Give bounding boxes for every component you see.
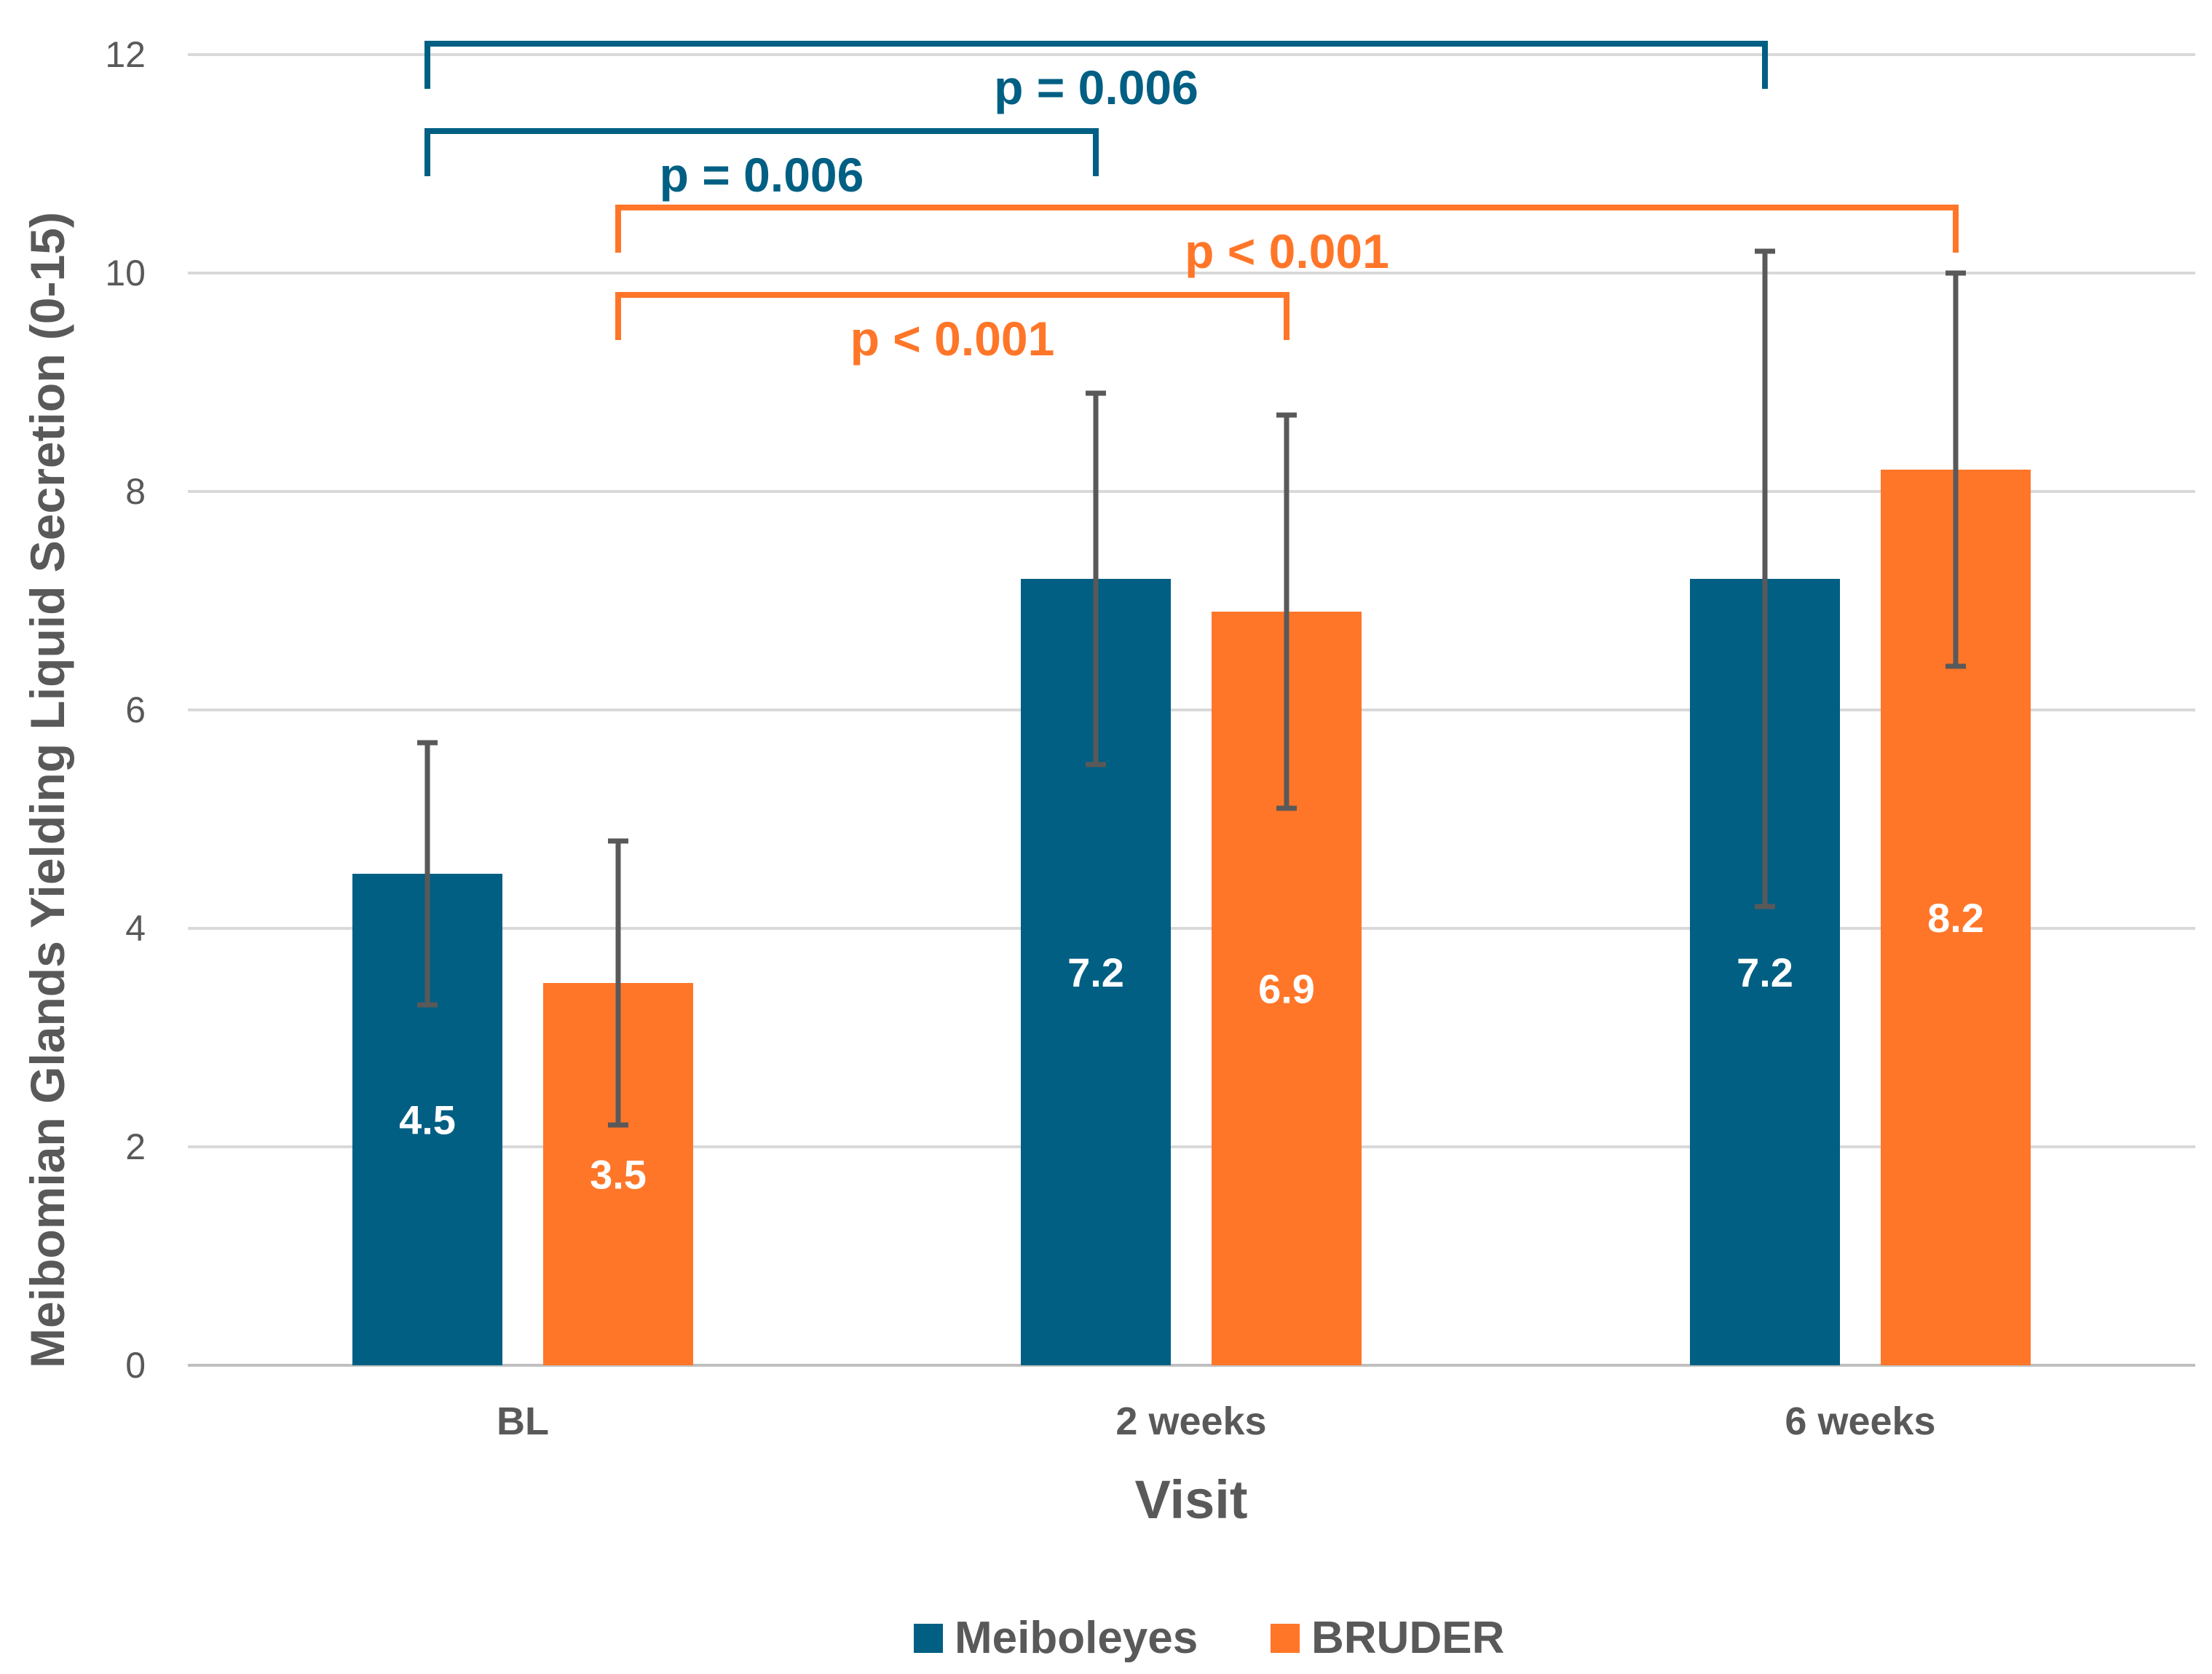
y-tick-label: 6 — [125, 690, 146, 730]
data-label: 7.2 — [1737, 949, 1793, 995]
data-label: 7.2 — [1067, 949, 1124, 995]
x-tick-label: 2 weeks — [1115, 1399, 1266, 1443]
significance-brackets: p = 0.006 p = 0.006 p < 0.001 p < 0.001 — [424, 41, 1959, 366]
legend-label: BRUDER — [1311, 1613, 1504, 1663]
p-value-label: p = 0.006 — [660, 148, 864, 202]
bars — [352, 470, 2031, 1365]
p-value-label: p < 0.001 — [850, 312, 1055, 366]
y-tick-label: 0 — [125, 1345, 146, 1386]
y-axis-ticks: 0 2 4 6 8 10 12 — [105, 34, 146, 1386]
data-label: 3.5 — [590, 1152, 647, 1198]
data-label: 6.9 — [1258, 966, 1315, 1012]
y-tick-label: 12 — [105, 34, 146, 75]
legend-swatch — [914, 1624, 943, 1653]
data-label: 4.5 — [399, 1097, 456, 1143]
p-value-label: p = 0.006 — [994, 60, 1198, 114]
data-label: 8.2 — [1927, 895, 1984, 941]
x-tick-label: BL — [497, 1399, 549, 1443]
x-tick-label: 6 weeks — [1785, 1399, 1935, 1443]
x-axis-title: Visit — [1135, 1469, 1248, 1530]
error-bars — [417, 248, 1966, 1128]
legend-swatch — [1271, 1624, 1300, 1653]
legend: Meiboleyes BRUDER — [914, 1613, 1504, 1663]
y-axis-title: Meibomian Glands Yielding Liquid Secreti… — [20, 212, 74, 1368]
significance-bracket — [424, 128, 1099, 176]
legend-label: Meiboleyes — [955, 1613, 1198, 1663]
y-tick-label: 4 — [125, 908, 146, 949]
significance-bracket — [615, 292, 1289, 340]
gridlines — [188, 53, 2195, 1367]
y-tick-label: 10 — [105, 253, 146, 293]
significance-bracket — [424, 41, 1768, 89]
significance-bracket — [615, 205, 1959, 253]
y-tick-label: 2 — [125, 1126, 146, 1167]
y-tick-label: 8 — [125, 471, 146, 512]
data-labels: 4.5 7.2 7.2 3.5 6.9 8.2 — [399, 895, 1984, 1198]
p-value-label: p < 0.001 — [1185, 224, 1389, 278]
x-axis-ticks: BL 2 weeks 6 weeks — [497, 1399, 1936, 1443]
